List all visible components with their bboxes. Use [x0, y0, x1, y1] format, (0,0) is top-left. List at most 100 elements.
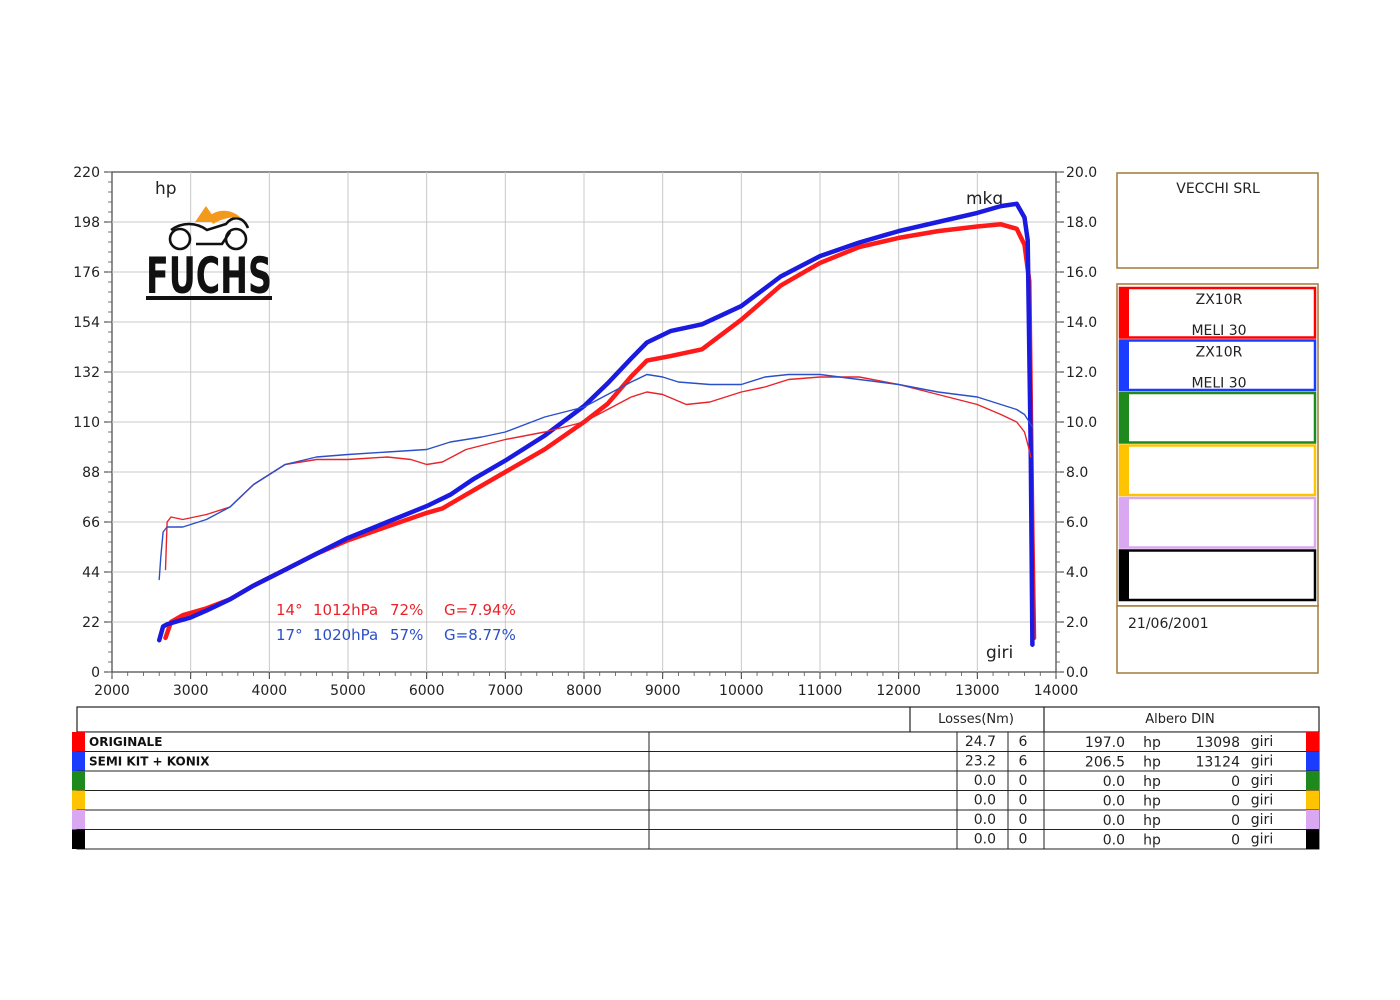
left-axis: 0 22 44 66 88 110 132 154 176 198 220	[73, 165, 112, 681]
condition-temp: 17°	[276, 626, 303, 644]
run-note: MELI 30	[1191, 323, 1246, 339]
table-row-frame	[76, 731, 1320, 752]
losses-header: Losses(Nm)	[938, 712, 1014, 727]
row-color-left	[72, 829, 85, 849]
run-slot-color	[1120, 393, 1129, 443]
y-left-tick-label: 132	[73, 365, 100, 381]
hp-unit: hp	[1143, 794, 1161, 810]
right-axis: 0.0 2.0 4.0 6.0 8.0 10.0 12.0 14.0 16.0 18.0 20.0	[1056, 165, 1097, 681]
y-right-tick-label: 18.0	[1066, 215, 1097, 231]
condition-g: G=7.94%	[444, 601, 516, 619]
torque-curve-semi-kit-konix	[158, 373, 1034, 581]
y-left-tick-label: 44	[82, 565, 100, 581]
run-name: ORIGINALE	[89, 735, 162, 749]
y-right-tick-label: 12.0	[1066, 365, 1097, 381]
y-left-tick-label: 88	[82, 465, 100, 481]
x-tick-label: 7000	[488, 683, 524, 699]
run-name: SEMI KIT + KONIX	[89, 755, 210, 769]
run-slot	[1118, 391, 1317, 444]
conditions-red: 14° 1012hPa 72% G=7.94%	[276, 601, 516, 619]
x-tick-label: 2000	[94, 683, 130, 699]
table-row: 0.0 0 0.0 hp 0 giri	[72, 790, 1320, 811]
y-right-unit-label: mkg	[966, 189, 1003, 209]
table-row-frame	[76, 770, 1320, 791]
condition-pressure: 1020hPa	[313, 626, 378, 644]
loss-count: 0	[1019, 832, 1028, 848]
x-axis: 2000 3000 4000 5000 6000 7000 8000 9000 10000 110…	[94, 672, 1078, 699]
run-slot-frame	[1118, 549, 1317, 602]
run-slot-frame	[1118, 339, 1317, 392]
row-color-left	[72, 771, 85, 791]
max-rpm: 0	[1231, 833, 1240, 849]
max-rpm: 13098	[1195, 735, 1240, 751]
run-model: ZX10R	[1196, 345, 1243, 361]
rpm-unit: giri	[1251, 793, 1273, 809]
run-slot	[1118, 496, 1317, 549]
motorcycle-icon	[168, 216, 250, 251]
y-right-tick-label: 8.0	[1066, 465, 1088, 481]
condition-g: G=8.77%	[444, 626, 516, 644]
y-left-tick-label: 110	[73, 415, 100, 431]
run-slot-color	[1120, 340, 1129, 390]
row-color-right	[1306, 732, 1319, 752]
y-right-tick-label: 2.0	[1066, 615, 1088, 631]
hp-unit: hp	[1143, 833, 1161, 849]
max-hp: 0.0	[1103, 794, 1125, 810]
run-slot	[1118, 549, 1317, 602]
logo-text: FUCHS	[146, 247, 272, 305]
x-unit-label: giri	[986, 643, 1013, 663]
table-row-frame	[76, 790, 1320, 811]
rpm-unit: giri	[1251, 754, 1273, 770]
table-row: ORIGINALE 24.7 6 197.0 hp 13098 giri	[72, 731, 1320, 752]
loss-value: 0.0	[974, 812, 996, 828]
row-color-left	[72, 751, 85, 771]
run-slots: ZX10R MELI 30 ZX10R MELI 30	[1118, 286, 1317, 602]
condition-temp: 14°	[276, 601, 303, 619]
loss-value: 0.0	[974, 832, 996, 848]
conditions-blue: 17° 1020hPa 57% G=8.77%	[276, 626, 516, 644]
y-right-tick-label: 0.0	[1066, 665, 1088, 681]
y-right-tick-label: 4.0	[1066, 565, 1088, 581]
rpm-unit: giri	[1251, 773, 1273, 789]
max-hp: 0.0	[1103, 774, 1125, 790]
row-color-right	[1306, 829, 1319, 849]
x-tick-label: 6000	[409, 683, 445, 699]
max-hp: 0.0	[1103, 833, 1125, 849]
max-hp: 0.0	[1103, 813, 1125, 829]
loss-value: 0.0	[974, 793, 996, 809]
table-row-frame	[76, 829, 1320, 850]
run-slot-frame	[1118, 496, 1317, 549]
row-color-right	[1306, 751, 1319, 771]
rpm-unit: giri	[1251, 734, 1273, 750]
x-tick-label: 13000	[955, 683, 1000, 699]
y-left-tick-label: 198	[73, 215, 100, 231]
run-slot-color	[1120, 498, 1129, 548]
y-left-tick-label: 0	[91, 665, 100, 681]
run-slot-color	[1120, 445, 1129, 495]
table-row: SEMI KIT + KONIX 23.2 6 206.5 hp 13124 giri	[72, 751, 1320, 772]
condition-humidity: 57%	[390, 626, 423, 644]
y-left-tick-label: 22	[82, 615, 100, 631]
hp-unit: hp	[1143, 735, 1161, 751]
y-left-tick-label: 220	[73, 165, 100, 181]
table-row-frame	[76, 809, 1320, 830]
fuchs-logo: FUCHS	[146, 206, 272, 305]
company-name: VECCHI SRL	[1176, 181, 1260, 197]
loss-count: 6	[1019, 754, 1028, 770]
x-tick-label: 10000	[719, 683, 764, 699]
legend-panel: VECCHI SRL ZX10R MELI 30 ZX10R MELI 30 21/0…	[1116, 172, 1319, 674]
y-left-tick-label: 66	[82, 515, 100, 531]
run-slot-color	[1120, 288, 1129, 338]
loss-count: 0	[1019, 812, 1028, 828]
max-rpm: 0	[1231, 813, 1240, 829]
y-left-unit-label: hp	[155, 179, 177, 199]
results-table: Losses(Nm) Albero DIN ORIGINALE 24.7 6 197.…	[72, 706, 1320, 850]
date-box	[1116, 605, 1319, 674]
x-tick-label: 8000	[566, 683, 602, 699]
x-tick-label: 4000	[252, 683, 288, 699]
table-row: 0.0 0 0.0 hp 0 giri	[72, 809, 1320, 830]
rpm-unit: giri	[1251, 832, 1273, 848]
loss-value: 0.0	[974, 773, 996, 789]
